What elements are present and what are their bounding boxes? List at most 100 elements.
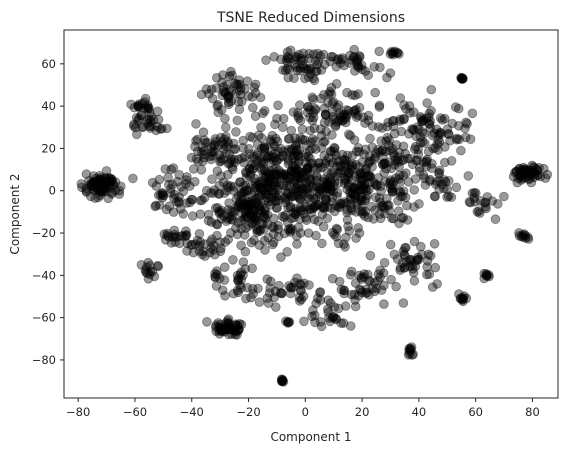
data-point <box>320 182 330 192</box>
data-point <box>352 60 363 71</box>
data-point <box>207 147 218 158</box>
data-point <box>293 158 304 169</box>
data-point <box>286 192 297 202</box>
data-point <box>413 144 424 155</box>
data-point <box>229 182 239 192</box>
data-point <box>430 191 440 202</box>
data-point <box>315 287 325 298</box>
data-point <box>208 245 218 255</box>
data-point <box>350 193 361 203</box>
data-point <box>216 326 227 337</box>
data-point <box>160 164 171 174</box>
data-point <box>277 376 288 387</box>
data-point <box>334 276 345 287</box>
data-point <box>239 199 249 210</box>
data-point <box>282 176 292 187</box>
data-point <box>356 195 367 206</box>
data-point <box>293 166 304 176</box>
data-point <box>248 283 258 294</box>
data-point <box>304 168 315 178</box>
data-point <box>205 151 215 162</box>
data-point <box>356 274 367 284</box>
data-point <box>412 254 423 265</box>
data-point <box>304 194 315 205</box>
data-point <box>214 188 224 199</box>
data-point <box>518 232 528 243</box>
data-point <box>319 103 330 113</box>
data-point <box>300 135 310 146</box>
data-point <box>353 223 364 233</box>
data-point <box>180 231 190 242</box>
data-point <box>301 140 312 150</box>
data-point <box>354 147 364 157</box>
data-point <box>280 65 291 76</box>
data-point <box>353 61 364 71</box>
data-point <box>278 150 288 161</box>
data-point <box>299 202 310 212</box>
data-point <box>295 206 306 216</box>
data-point <box>151 125 161 136</box>
data-point <box>357 184 368 195</box>
data-point <box>304 189 315 200</box>
data-point <box>238 135 249 146</box>
data-point <box>315 287 326 297</box>
data-point <box>104 172 114 183</box>
data-point <box>388 177 399 187</box>
data-point <box>182 238 193 249</box>
data-point <box>376 201 386 212</box>
data-point <box>317 202 327 212</box>
data-point <box>399 249 409 260</box>
data-point <box>353 290 364 301</box>
data-point <box>369 154 380 164</box>
data-point <box>370 179 381 190</box>
data-point <box>427 130 438 141</box>
data-point <box>409 185 420 195</box>
data-point <box>526 169 536 180</box>
data-point <box>360 66 371 76</box>
data-point <box>523 166 533 176</box>
data-point <box>288 282 299 292</box>
data-point <box>233 324 244 335</box>
data-point <box>400 148 411 159</box>
data-point <box>278 180 289 191</box>
data-point <box>328 186 339 197</box>
data-point <box>283 189 294 200</box>
data-point <box>223 234 234 245</box>
data-point <box>239 230 250 240</box>
data-point <box>273 231 284 242</box>
data-point <box>217 137 228 147</box>
data-point <box>152 106 163 117</box>
data-point <box>340 175 350 186</box>
data-point <box>525 171 535 181</box>
data-point <box>380 208 390 219</box>
data-point <box>238 270 248 281</box>
data-point <box>231 194 242 204</box>
data-point <box>392 254 403 264</box>
data-point <box>357 206 368 216</box>
data-point <box>281 55 292 66</box>
data-point <box>259 144 270 155</box>
data-point <box>198 156 208 167</box>
data-point <box>229 326 240 336</box>
data-point <box>252 139 263 150</box>
data-point <box>140 265 151 276</box>
data-point <box>130 122 141 133</box>
data-point <box>303 162 314 173</box>
data-point <box>319 117 330 128</box>
data-point <box>430 179 441 190</box>
data-point <box>333 168 343 179</box>
data-point <box>398 213 409 223</box>
data-point <box>221 318 231 328</box>
data-point <box>318 176 329 187</box>
data-point <box>291 164 302 175</box>
data-point <box>101 174 111 184</box>
chart-title: TSNE Reduced Dimensions <box>216 10 405 26</box>
data-point <box>197 142 208 153</box>
data-point <box>346 186 356 197</box>
data-point <box>316 321 327 332</box>
data-point <box>306 208 317 218</box>
data-point <box>224 212 235 223</box>
data-point <box>110 177 121 187</box>
data-point <box>223 136 233 147</box>
data-point <box>178 209 189 219</box>
